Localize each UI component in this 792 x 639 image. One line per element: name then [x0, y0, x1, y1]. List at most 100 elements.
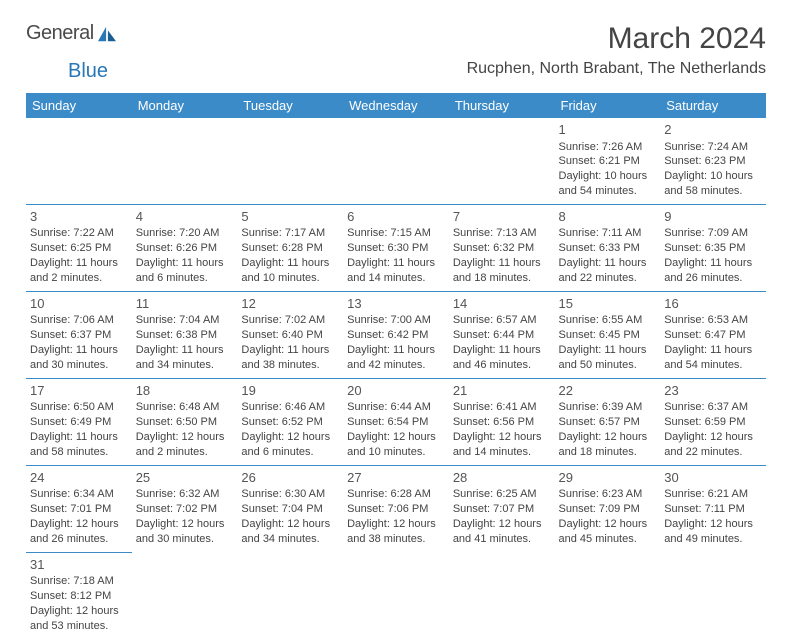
sunrise-text: Sunrise: 6:32 AM — [136, 487, 234, 502]
sunset-text: Sunset: 6:35 PM — [664, 241, 762, 256]
day-cell: 12Sunrise: 7:02 AMSunset: 6:40 PMDayligh… — [237, 291, 343, 378]
day-number: 16 — [664, 295, 762, 313]
sunrise-text: Sunrise: 6:57 AM — [453, 313, 551, 328]
sunrise-text: Sunrise: 6:28 AM — [347, 487, 445, 502]
sunset-text: Sunset: 6:33 PM — [559, 241, 657, 256]
day-number: 1 — [559, 121, 657, 139]
day-number: 18 — [136, 382, 234, 400]
daylight-text: Daylight: 11 hours and 18 minutes. — [453, 256, 551, 286]
day-cell: 6Sunrise: 7:15 AMSunset: 6:30 PMDaylight… — [343, 204, 449, 291]
day-cell: 4Sunrise: 7:20 AMSunset: 6:26 PMDaylight… — [132, 204, 238, 291]
day-header-row: Sunday Monday Tuesday Wednesday Thursday… — [26, 93, 766, 118]
daylight-text: Daylight: 11 hours and 22 minutes. — [559, 256, 657, 286]
daylight-text: Daylight: 10 hours and 54 minutes. — [559, 169, 657, 199]
day-number: 21 — [453, 382, 551, 400]
day-cell — [660, 552, 766, 638]
sunset-text: Sunset: 6:25 PM — [30, 241, 128, 256]
sail-icon — [96, 25, 118, 43]
day-cell — [237, 552, 343, 638]
day-cell: 20Sunrise: 6:44 AMSunset: 6:54 PMDayligh… — [343, 378, 449, 465]
sunrise-text: Sunrise: 7:11 AM — [559, 226, 657, 241]
day-number: 3 — [30, 208, 128, 226]
day-cell: 15Sunrise: 6:55 AMSunset: 6:45 PMDayligh… — [555, 291, 661, 378]
brand-part2: Blue — [68, 60, 108, 82]
sunrise-text: Sunrise: 7:15 AM — [347, 226, 445, 241]
daylight-text: Daylight: 12 hours and 14 minutes. — [453, 430, 551, 460]
daylight-text: Daylight: 12 hours and 30 minutes. — [136, 517, 234, 547]
sunrise-text: Sunrise: 6:30 AM — [241, 487, 339, 502]
sunrise-text: Sunrise: 6:53 AM — [664, 313, 762, 328]
sunrise-text: Sunrise: 6:48 AM — [136, 400, 234, 415]
day-cell — [26, 118, 132, 204]
sunrise-text: Sunrise: 7:06 AM — [30, 313, 128, 328]
sunrise-text: Sunrise: 6:39 AM — [559, 400, 657, 415]
day-number: 4 — [136, 208, 234, 226]
sunrise-text: Sunrise: 6:34 AM — [30, 487, 128, 502]
col-sunday: Sunday — [26, 93, 132, 118]
sunrise-text: Sunrise: 7:00 AM — [347, 313, 445, 328]
daylight-text: Daylight: 11 hours and 38 minutes. — [241, 343, 339, 373]
sunset-text: Sunset: 6:45 PM — [559, 328, 657, 343]
week-row: 3Sunrise: 7:22 AMSunset: 6:25 PMDaylight… — [26, 204, 766, 291]
sunrise-text: Sunrise: 7:09 AM — [664, 226, 762, 241]
sunset-text: Sunset: 6:40 PM — [241, 328, 339, 343]
daylight-text: Daylight: 11 hours and 10 minutes. — [241, 256, 339, 286]
title-block: March 2024 Rucphen, North Brabant, The N… — [467, 22, 766, 78]
sunset-text: Sunset: 7:04 PM — [241, 502, 339, 517]
sunrise-text: Sunrise: 7:17 AM — [241, 226, 339, 241]
sunset-text: Sunset: 6:42 PM — [347, 328, 445, 343]
daylight-text: Daylight: 12 hours and 45 minutes. — [559, 517, 657, 547]
sunset-text: Sunset: 6:38 PM — [136, 328, 234, 343]
daylight-text: Daylight: 12 hours and 49 minutes. — [664, 517, 762, 547]
day-cell: 3Sunrise: 7:22 AMSunset: 6:25 PMDaylight… — [26, 204, 132, 291]
day-cell — [343, 552, 449, 638]
week-row: 24Sunrise: 6:34 AMSunset: 7:01 PMDayligh… — [26, 465, 766, 552]
day-cell: 14Sunrise: 6:57 AMSunset: 6:44 PMDayligh… — [449, 291, 555, 378]
sunrise-text: Sunrise: 6:44 AM — [347, 400, 445, 415]
daylight-text: Daylight: 12 hours and 38 minutes. — [347, 517, 445, 547]
day-cell — [132, 552, 238, 638]
week-row: 1Sunrise: 7:26 AMSunset: 6:21 PMDaylight… — [26, 118, 766, 204]
col-monday: Monday — [132, 93, 238, 118]
week-row: 31Sunrise: 7:18 AMSunset: 8:12 PMDayligh… — [26, 552, 766, 638]
brand-part1: General — [26, 22, 94, 45]
day-number: 6 — [347, 208, 445, 226]
sunrise-text: Sunrise: 7:04 AM — [136, 313, 234, 328]
daylight-text: Daylight: 12 hours and 10 minutes. — [347, 430, 445, 460]
day-number: 28 — [453, 469, 551, 487]
daylight-text: Daylight: 12 hours and 2 minutes. — [136, 430, 234, 460]
day-cell: 9Sunrise: 7:09 AMSunset: 6:35 PMDaylight… — [660, 204, 766, 291]
day-cell — [449, 118, 555, 204]
daylight-text: Daylight: 11 hours and 46 minutes. — [453, 343, 551, 373]
sunrise-text: Sunrise: 7:13 AM — [453, 226, 551, 241]
day-number: 25 — [136, 469, 234, 487]
col-thursday: Thursday — [449, 93, 555, 118]
calendar-body: 1Sunrise: 7:26 AMSunset: 6:21 PMDaylight… — [26, 118, 766, 639]
sunset-text: Sunset: 7:11 PM — [664, 502, 762, 517]
day-number: 14 — [453, 295, 551, 313]
day-cell: 2Sunrise: 7:24 AMSunset: 6:23 PMDaylight… — [660, 118, 766, 204]
day-cell: 25Sunrise: 6:32 AMSunset: 7:02 PMDayligh… — [132, 465, 238, 552]
sunrise-text: Sunrise: 6:25 AM — [453, 487, 551, 502]
sunset-text: Sunset: 6:52 PM — [241, 415, 339, 430]
week-row: 17Sunrise: 6:50 AMSunset: 6:49 PMDayligh… — [26, 378, 766, 465]
sunset-text: Sunset: 6:21 PM — [559, 154, 657, 169]
day-number: 11 — [136, 295, 234, 313]
day-number: 7 — [453, 208, 551, 226]
day-number: 8 — [559, 208, 657, 226]
col-saturday: Saturday — [660, 93, 766, 118]
day-cell — [343, 118, 449, 204]
day-cell — [132, 118, 238, 204]
sunset-text: Sunset: 6:59 PM — [664, 415, 762, 430]
day-cell: 21Sunrise: 6:41 AMSunset: 6:56 PMDayligh… — [449, 378, 555, 465]
sunset-text: Sunset: 6:37 PM — [30, 328, 128, 343]
daylight-text: Daylight: 12 hours and 6 minutes. — [241, 430, 339, 460]
brand-logo: General — [26, 22, 118, 45]
day-cell: 8Sunrise: 7:11 AMSunset: 6:33 PMDaylight… — [555, 204, 661, 291]
daylight-text: Daylight: 12 hours and 22 minutes. — [664, 430, 762, 460]
daylight-text: Daylight: 11 hours and 50 minutes. — [559, 343, 657, 373]
sunset-text: Sunset: 7:06 PM — [347, 502, 445, 517]
sunrise-text: Sunrise: 6:50 AM — [30, 400, 128, 415]
day-cell — [449, 552, 555, 638]
sunset-text: Sunset: 7:09 PM — [559, 502, 657, 517]
